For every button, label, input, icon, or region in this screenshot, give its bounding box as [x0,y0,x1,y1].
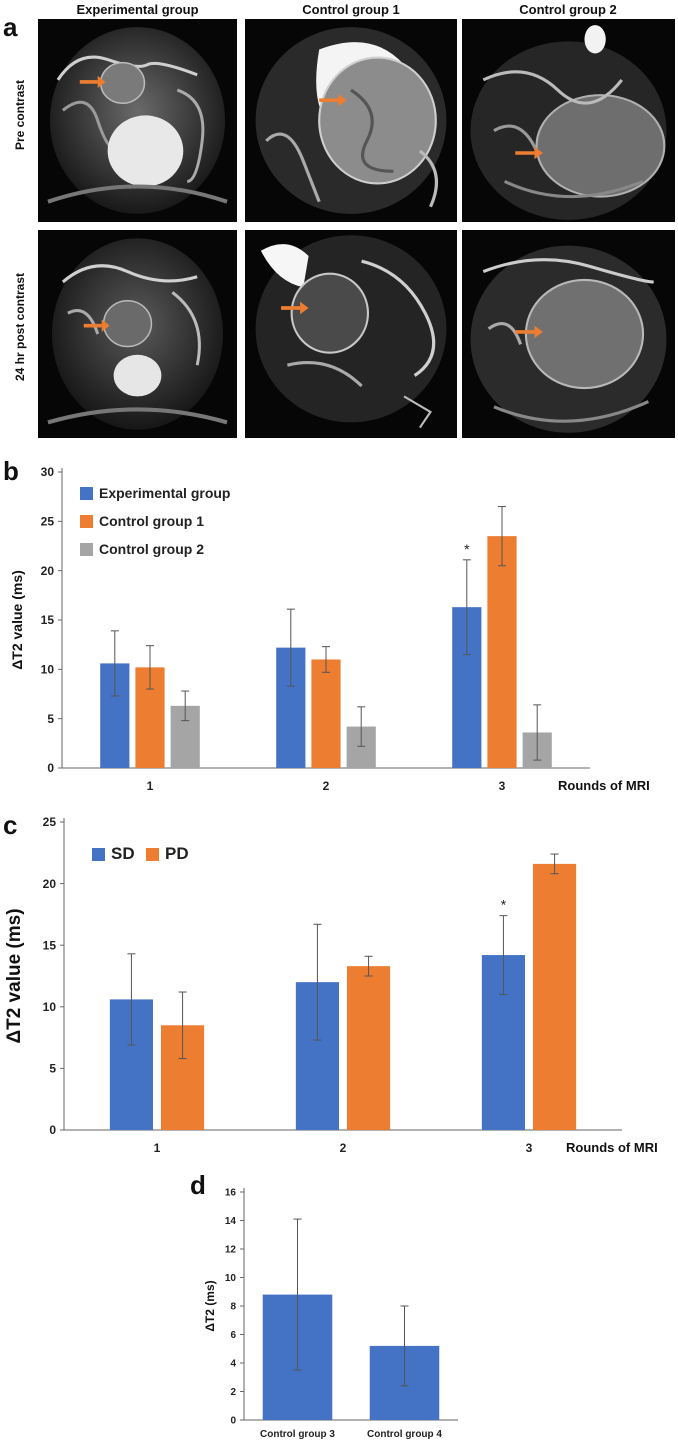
bar-pd-2 [533,863,577,1130]
panel-b-label: b [3,456,19,486]
y-tick-label: 15 [43,938,57,952]
panel-a-label: a [3,12,18,42]
bar-pd-1 [347,966,391,1130]
y-axis-label: ΔT2 value (ms) [9,570,25,670]
arrow-marker-icon [281,301,309,315]
panel-c-label: c [3,810,18,840]
y-axis-label: ΔT2 (ms) [203,1280,217,1331]
arrow-marker-icon [319,94,347,107]
legend-entry: PD [165,844,189,863]
legend-entry: SD [111,844,135,863]
mri-image-control1-pre [245,19,457,222]
x-category-label: 3 [499,779,506,793]
column-header-experimental: Experimental group [76,2,199,17]
panel-d-label: d [190,1170,206,1200]
y-tick-label: 12 [225,1245,237,1256]
x-axis-label: Rounds of MRI [558,778,650,793]
y-tick-label: 20 [43,877,57,891]
bar-control-group-1-1 [311,659,341,768]
row-header-post-contrast: 24 hr post contrast [13,272,27,382]
legend-swatch [80,515,93,528]
y-tick-label: 10 [41,663,55,677]
bar-control-group-1-2 [487,536,517,768]
y-tick-label: 8 [230,1302,236,1313]
x-category-label: Control group 4 [367,1429,442,1440]
legend-swatch [146,848,159,861]
y-tick-label: 20 [41,564,55,578]
y-axis-label: ΔT2 value (ms) [4,908,25,1043]
mri-image-experimental-pre [38,19,237,222]
mri-image-control1-post [245,230,457,438]
x-category-label: 1 [154,1141,161,1155]
y-tick-label: 5 [47,712,54,726]
y-tick-label: 25 [41,515,55,529]
y-tick-label: 16 [225,1188,237,1199]
column-header-control-2: Control group 2 [519,2,617,17]
x-category-label: 2 [323,779,330,793]
row-header-pre-contrast: Pre contrast [13,79,27,151]
y-tick-label: 14 [225,1216,237,1227]
legend-entry: Experimental group [99,485,230,501]
y-tick-label: 2 [230,1387,236,1398]
arrow-marker-icon [79,75,106,89]
y-tick-label: 0 [230,1416,236,1427]
x-category-label: 3 [526,1141,533,1155]
arrow-marker-icon [515,146,543,160]
y-tick-label: 30 [41,465,55,479]
mri-image-control2-pre [462,19,675,222]
y-tick-label: 0 [47,761,54,775]
y-tick-label: 10 [225,1273,237,1284]
y-tick-label: 6 [230,1330,236,1341]
chart-d: 0 2 4 6 8 10 12 14 16 ΔT2 (ms) Control group 3 Cont… [203,1188,458,1440]
mri-image-control2-post [462,230,675,438]
legend-swatch [80,543,93,556]
mri-image-experimental-post [38,230,237,438]
legend-swatch [80,487,93,500]
x-axis-label: Rounds of MRI [566,1140,658,1155]
y-tick-label: 25 [43,815,57,829]
chart-b: 0 5 10 15 20 25 30 ΔT2 value (ms) 1 2 3 * Rounds of … [9,465,650,793]
legend-entry: Control group 1 [99,513,204,529]
y-tick-label: 5 [49,1062,56,1076]
arrow-marker-icon [515,325,543,339]
y-tick-label: 4 [230,1359,236,1370]
significance-marker: * [501,897,507,913]
arrow-marker-icon [83,319,110,332]
legend-entry: Control group 2 [99,541,204,557]
y-tick-label: 10 [43,1000,57,1014]
significance-marker: * [464,541,470,557]
x-category-label: 1 [147,779,154,793]
column-header-control-1: Control group 1 [302,2,400,17]
chart-c: 0 5 10 15 20 25 ΔT2 value (ms) 1 2 3 * Rounds of MR… [4,815,658,1155]
x-category-label: 2 [340,1141,347,1155]
y-tick-label: 15 [41,613,55,627]
y-tick-label: 0 [49,1123,56,1137]
x-category-label: Control group 3 [260,1429,335,1440]
legend-swatch [92,848,105,861]
